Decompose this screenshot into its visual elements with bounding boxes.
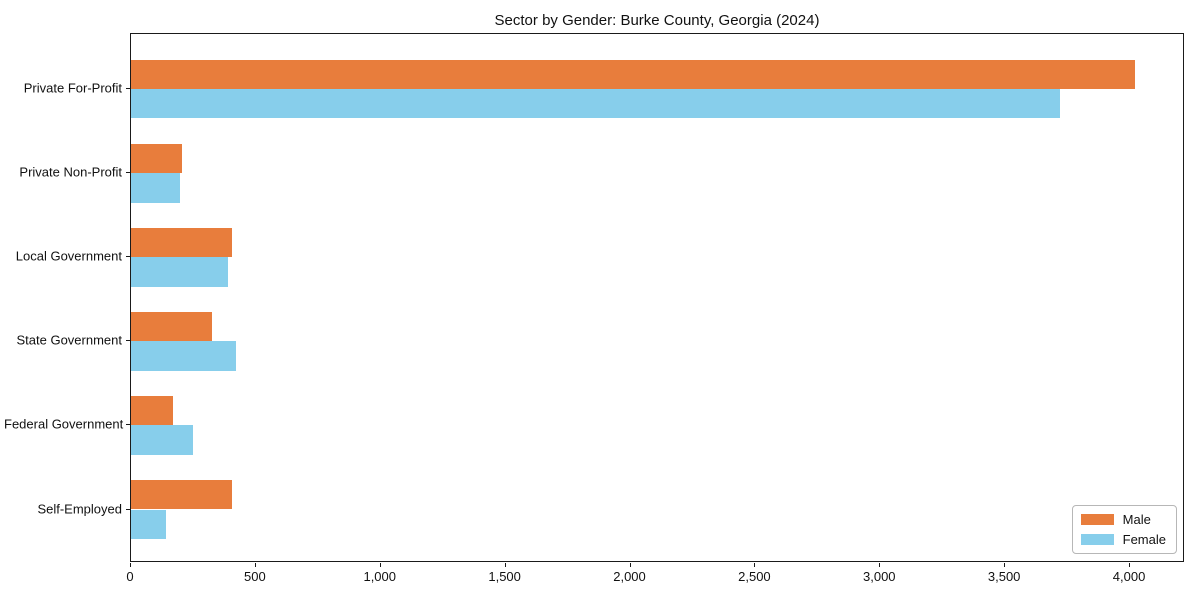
legend-label-female: Female <box>1122 532 1166 547</box>
x-tick-mark <box>130 563 131 567</box>
x-tick-label-6: 3,000 <box>863 569 896 584</box>
category-label-1: Private Non-Profit <box>19 164 122 180</box>
category-label-3: State Government <box>16 332 123 348</box>
legend-item-female: Female <box>1080 532 1166 547</box>
bar-female-5 <box>131 509 166 539</box>
y-tick-mark <box>126 172 130 174</box>
bar-female-4 <box>131 425 194 455</box>
x-tick-label-7: 3,500 <box>987 569 1021 584</box>
plot-area: Male Female <box>130 33 1184 562</box>
legend-swatch-male <box>1080 514 1114 525</box>
bar-female-0 <box>131 89 1061 119</box>
bar-female-1 <box>131 173 180 203</box>
x-tick-label-1: 500 <box>244 569 266 584</box>
bar-male-5 <box>131 480 233 510</box>
x-tick-mark <box>1129 563 1131 567</box>
category-label-4: Federal Government <box>4 416 124 432</box>
bar-male-4 <box>131 395 174 426</box>
x-tick-mark <box>629 563 631 567</box>
legend-label-male: Male <box>1122 512 1151 527</box>
bar-male-3 <box>131 311 213 342</box>
category-label-0: Private For-Profit <box>23 80 122 96</box>
x-tick-mark <box>879 563 881 567</box>
category-label-5: Self-Employed <box>37 501 122 516</box>
x-tick-label-2: 1,000 <box>363 569 397 584</box>
bar-male-1 <box>131 143 183 174</box>
bar-male-0 <box>131 59 1136 89</box>
x-tick-mark <box>754 563 756 567</box>
chart-title: Sector by Gender: Burke County, Georgia … <box>494 12 820 29</box>
x-tick-mark <box>254 563 256 567</box>
x-tick-mark <box>504 563 506 567</box>
legend-swatch-female <box>1080 534 1114 545</box>
x-tick-mark <box>379 563 381 567</box>
y-tick-mark <box>126 88 130 89</box>
x-tick-label-8: 4,000 <box>1112 569 1146 584</box>
category-label-2: Local Government <box>15 248 122 264</box>
x-tick-label-0: 0 <box>126 569 134 584</box>
x-tick-label-5: 2,500 <box>738 569 771 584</box>
y-tick-mark <box>126 340 130 342</box>
bar-female-2 <box>131 257 229 287</box>
bar-male-2 <box>131 227 233 258</box>
x-tick-mark <box>1004 563 1006 567</box>
legend-item-male: Male <box>1080 512 1166 527</box>
y-tick-mark <box>126 508 130 510</box>
x-tick-label-4: 2,000 <box>613 569 646 584</box>
y-tick-mark <box>126 256 130 258</box>
legend: Male Female <box>1071 505 1177 554</box>
y-tick-mark <box>126 424 130 426</box>
x-tick-label-3: 1,500 <box>488 569 521 584</box>
bar-female-3 <box>131 341 236 371</box>
